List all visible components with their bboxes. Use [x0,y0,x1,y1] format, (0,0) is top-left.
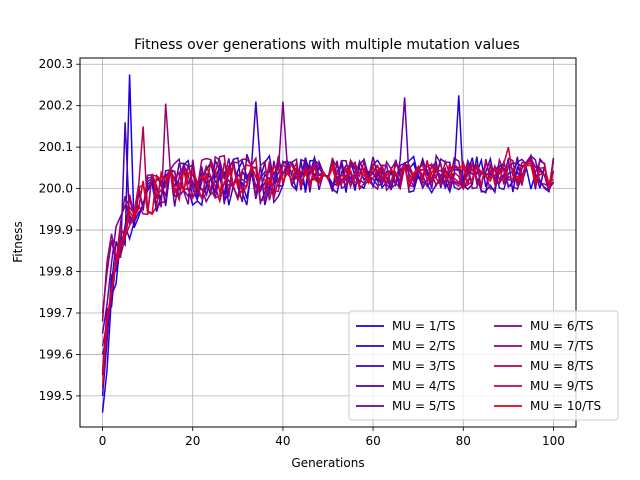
x-tick-label: 80 [456,434,471,448]
x-tick-label: 100 [542,434,565,448]
y-tick-label: 199.6 [39,347,73,361]
legend-entry: MU = 6/TS [530,319,593,333]
x-axis-ticks: 0 20 40 60 80 100 [99,427,565,448]
y-axis-ticks: 199.5 199.6 199.7 199.8 199.9 200.0 200.1 200.2… [39,57,80,403]
series-lines [101,74,555,413]
legend-entry: MU = 4/TS [392,379,455,393]
y-tick-label: 199.7 [39,306,73,320]
x-tick-label: 0 [99,434,107,448]
y-tick-label: 200.0 [39,182,73,196]
y-tick-label: 199.5 [39,389,73,403]
y-tick-label: 199.8 [39,265,73,279]
y-tick-label: 200.2 [39,99,73,113]
series-line [101,101,555,314]
legend-entry: MU = 10/TS [530,399,601,413]
legend-entry: MU = 7/TS [530,339,593,353]
y-tick-label: 199.9 [39,223,73,237]
series-line [101,162,554,388]
y-axis-label: Fitness [11,221,25,263]
legend-entry: MU = 9/TS [530,379,593,393]
plot-frame [79,57,577,428]
chart-title: Fitness over generations with multiple m… [134,37,520,53]
legend-entry: MU = 3/TS [392,359,455,373]
y-tick-label: 200.3 [39,57,73,71]
x-tick-label: 20 [185,434,200,448]
legend-entry: MU = 8/TS [530,359,593,373]
legend-entry: MU = 1/TS [392,319,455,333]
y-tick-label: 200.1 [39,140,73,154]
series-line [101,103,555,322]
series-line [101,97,555,334]
x-axis-label: Generations [291,456,364,470]
legend-entry: MU = 2/TS [392,339,455,353]
x-tick-label: 40 [275,434,290,448]
x-tick-label: 60 [365,434,380,448]
legend-box [348,310,619,421]
legend: MU = 1/TS MU = 2/TS MU = 3/TS MU = 4/TS MU =… [348,310,619,421]
legend-entry: MU = 5/TS [392,399,455,413]
